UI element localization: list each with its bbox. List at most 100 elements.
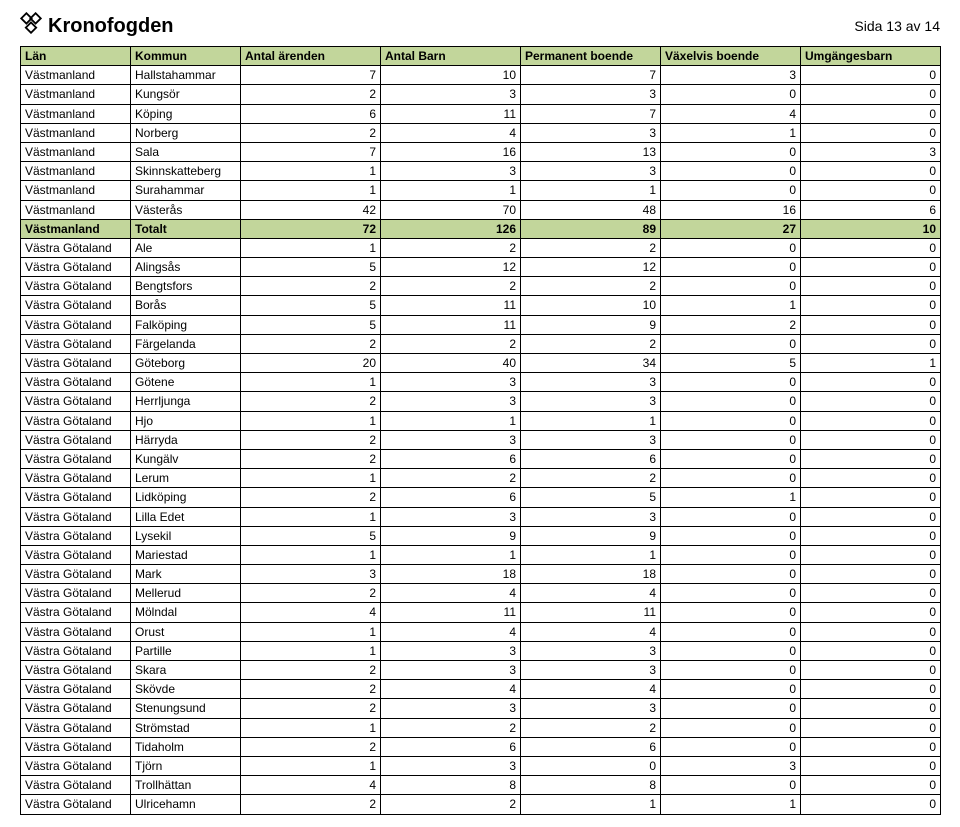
cell-value: 3 <box>521 699 661 718</box>
cell-lan: Västmanland <box>21 142 131 161</box>
table-row: Västra GötalandKungälv26600 <box>21 449 941 468</box>
cell-kommun: Mölndal <box>131 603 241 622</box>
cell-value: 3 <box>521 85 661 104</box>
cell-value: 2 <box>241 277 381 296</box>
cell-value: 0 <box>661 584 801 603</box>
cell-value: 0 <box>801 411 941 430</box>
cell-value: 7 <box>521 104 661 123</box>
table-row: Västra GötalandLerum12200 <box>21 469 941 488</box>
cell-value: 3 <box>521 123 661 142</box>
cell-value: 3 <box>381 85 521 104</box>
cell-value: 4 <box>381 584 521 603</box>
cell-value: 2 <box>521 469 661 488</box>
col-vaxel: Växelvis boende <box>661 47 801 66</box>
table-row: VästmanlandNorberg24310 <box>21 123 941 142</box>
cell-kommun: Tidaholm <box>131 737 241 756</box>
table-header-row: Län Kommun Antal ärenden Antal Barn Perm… <box>21 47 941 66</box>
cell-lan: Västra Götaland <box>21 795 131 814</box>
cell-value: 1 <box>521 411 661 430</box>
cell-value: 0 <box>801 85 941 104</box>
cell-value: 0 <box>661 526 801 545</box>
table-row: VästmanlandHallstahammar710730 <box>21 66 941 85</box>
cell-kommun: Lerum <box>131 469 241 488</box>
cell-lan: Västra Götaland <box>21 699 131 718</box>
cell-value: 27 <box>661 219 801 238</box>
cell-lan: Västmanland <box>21 123 131 142</box>
cell-value: 3 <box>381 641 521 660</box>
page-number: Sida 13 av 14 <box>854 18 940 34</box>
cell-lan: Västra Götaland <box>21 776 131 795</box>
col-barn: Antal Barn <box>381 47 521 66</box>
cell-value: 0 <box>801 334 941 353</box>
cell-lan: Västmanland <box>21 162 131 181</box>
cell-lan: Västra Götaland <box>21 680 131 699</box>
col-kommun: Kommun <box>131 47 241 66</box>
cell-kommun: Strömstad <box>131 718 241 737</box>
table-row: Västra GötalandFärgelanda22200 <box>21 334 941 353</box>
cell-value: 1 <box>241 411 381 430</box>
cell-value: 40 <box>381 354 521 373</box>
cell-value: 0 <box>661 718 801 737</box>
cell-value: 10 <box>521 296 661 315</box>
table-row: Västra GötalandGötene13300 <box>21 373 941 392</box>
cell-value: 0 <box>801 622 941 641</box>
cell-value: 0 <box>801 488 941 507</box>
cell-lan: Västra Götaland <box>21 354 131 373</box>
cell-kommun: Herrljunga <box>131 392 241 411</box>
cell-value: 18 <box>381 565 521 584</box>
cell-kommun: Sala <box>131 142 241 161</box>
cell-kommun: Falköping <box>131 315 241 334</box>
cell-value: 72 <box>241 219 381 238</box>
cell-value: 0 <box>661 776 801 795</box>
cell-value: 0 <box>661 641 801 660</box>
cell-value: 3 <box>521 373 661 392</box>
cell-lan: Västmanland <box>21 104 131 123</box>
cell-value: 11 <box>381 603 521 622</box>
cell-value: 1 <box>241 641 381 660</box>
cell-value: 2 <box>241 449 381 468</box>
table-row: VästmanlandKöping611740 <box>21 104 941 123</box>
cell-value: 3 <box>521 661 661 680</box>
cell-value: 1 <box>241 238 381 257</box>
cell-value: 34 <box>521 354 661 373</box>
table-row: Västra GötalandLilla Edet13300 <box>21 507 941 526</box>
table-row: VästmanlandSkinnskatteberg13300 <box>21 162 941 181</box>
cell-value: 2 <box>521 334 661 353</box>
cell-value: 2 <box>241 488 381 507</box>
cell-value: 0 <box>801 104 941 123</box>
col-lan: Län <box>21 47 131 66</box>
table-row: Västra GötalandUlricehamn22110 <box>21 795 941 814</box>
cell-kommun: Lysekil <box>131 526 241 545</box>
cell-value: 2 <box>241 661 381 680</box>
cell-value: 3 <box>521 641 661 660</box>
cell-value: 4 <box>661 104 801 123</box>
cell-value: 9 <box>521 526 661 545</box>
cell-value: 3 <box>521 162 661 181</box>
cell-value: 12 <box>381 258 521 277</box>
cell-value: 0 <box>661 565 801 584</box>
cell-value: 1 <box>661 123 801 142</box>
cell-value: 1 <box>241 622 381 641</box>
cell-value: 0 <box>801 66 941 85</box>
table-row: Västra GötalandHjo11100 <box>21 411 941 430</box>
cell-value: 1 <box>801 354 941 373</box>
table-row: Västra GötalandOrust14400 <box>21 622 941 641</box>
cell-value: 2 <box>381 795 521 814</box>
cell-value: 1 <box>381 411 521 430</box>
cell-value: 18 <box>521 565 661 584</box>
cell-value: 1 <box>241 545 381 564</box>
cell-value: 3 <box>381 430 521 449</box>
cell-value: 11 <box>381 104 521 123</box>
cell-kommun: Kungsör <box>131 85 241 104</box>
cell-value: 0 <box>801 507 941 526</box>
cell-value: 2 <box>241 430 381 449</box>
cell-value: 11 <box>521 603 661 622</box>
cell-value: 1 <box>661 795 801 814</box>
cell-value: 1 <box>381 181 521 200</box>
cell-kommun: Skinnskatteberg <box>131 162 241 181</box>
cell-value: 0 <box>661 449 801 468</box>
cell-value: 0 <box>661 680 801 699</box>
cell-value: 7 <box>241 142 381 161</box>
cell-value: 0 <box>801 565 941 584</box>
table-row: Västra GötalandAle12200 <box>21 238 941 257</box>
